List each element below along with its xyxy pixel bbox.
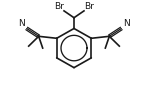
Text: Br: Br xyxy=(84,2,94,11)
Text: N: N xyxy=(123,19,130,28)
Text: N: N xyxy=(18,19,25,28)
Text: Br: Br xyxy=(54,2,64,11)
